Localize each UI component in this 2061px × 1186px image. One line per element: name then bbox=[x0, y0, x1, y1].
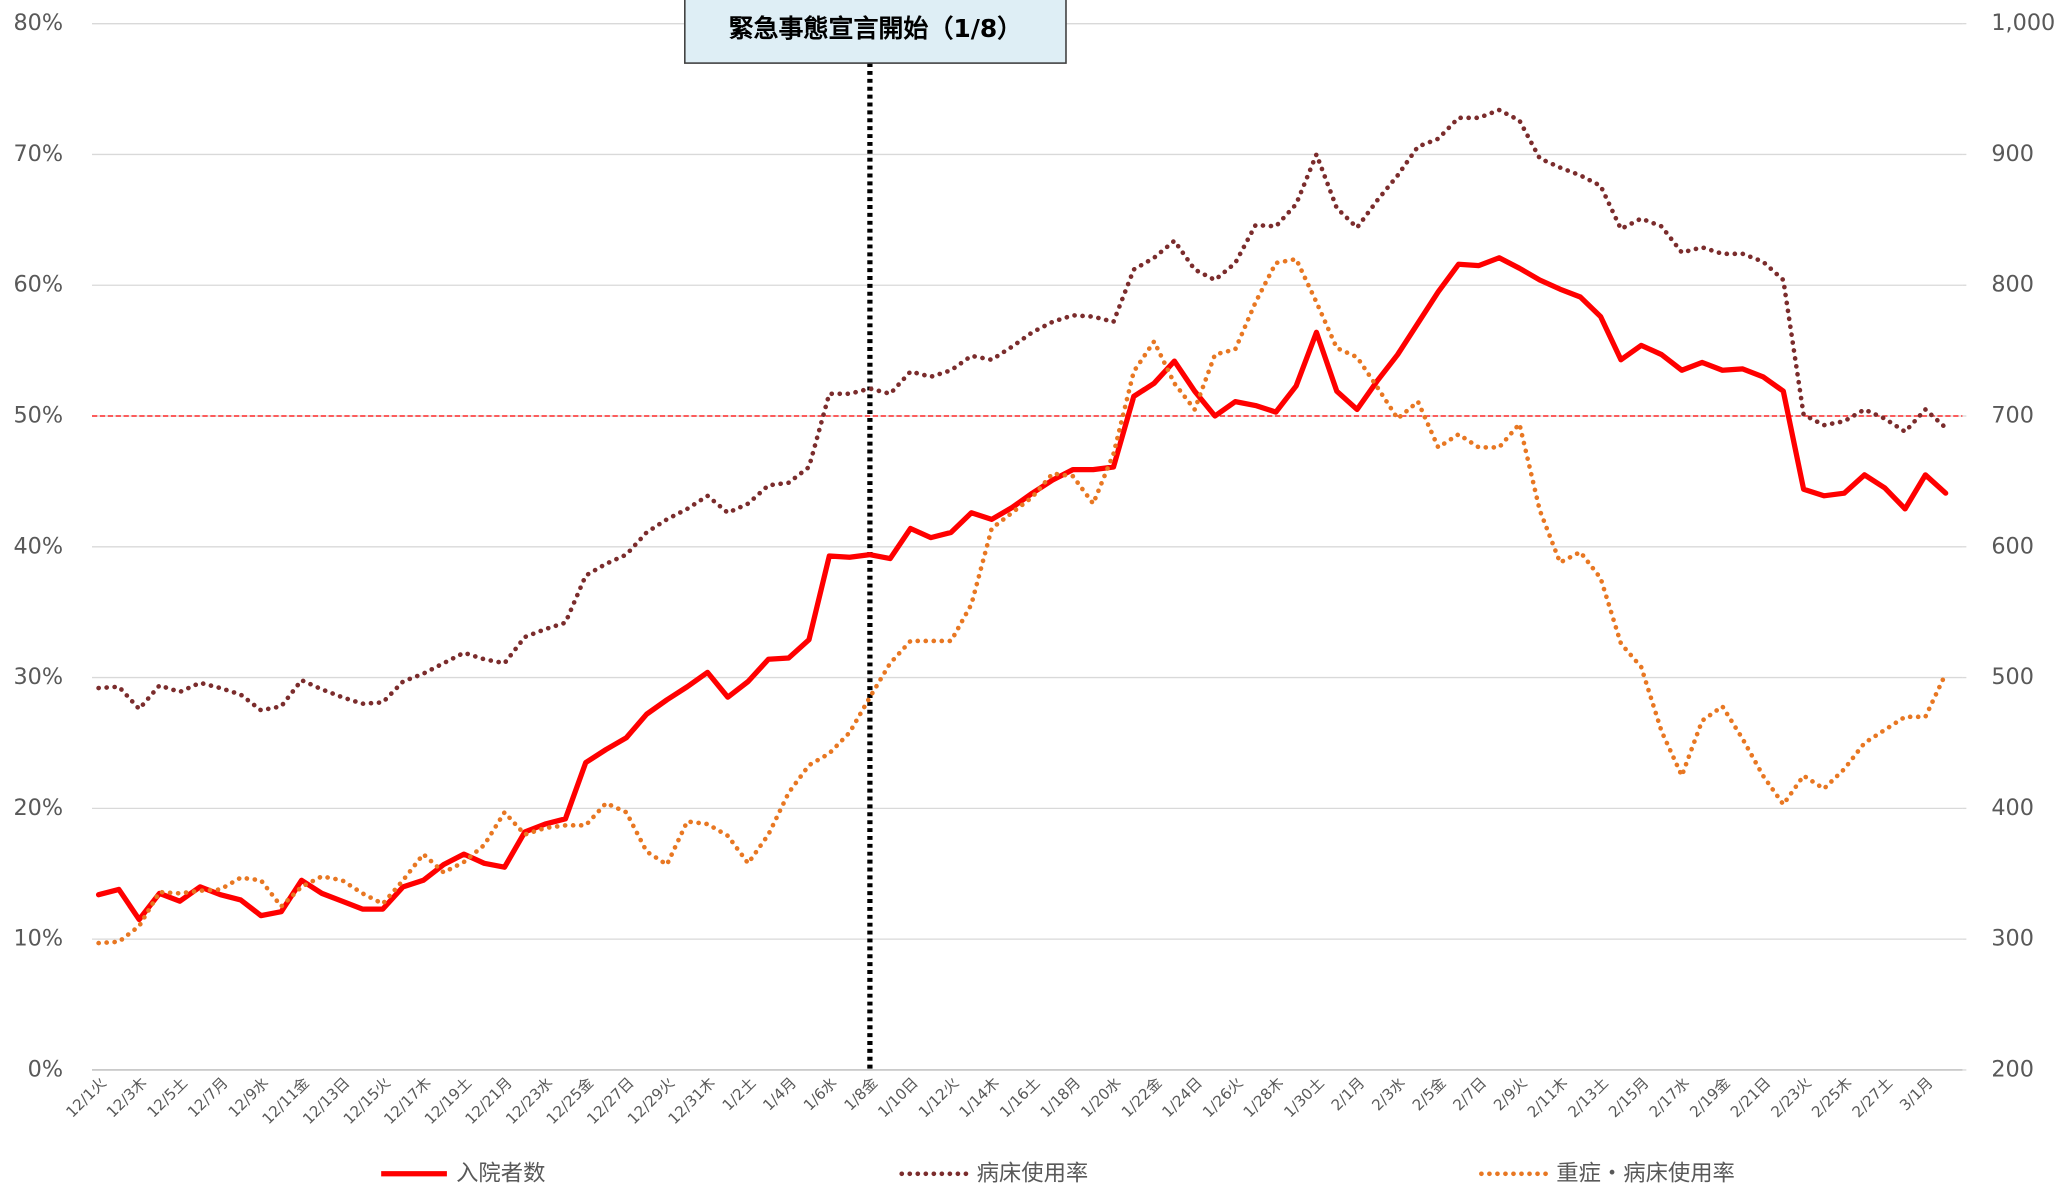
legend-label: 入院者数 bbox=[456, 1160, 545, 1186]
y2-tick-label: 500 bbox=[1991, 664, 2034, 690]
x-tick-label: 2/5金 bbox=[1409, 1074, 1450, 1115]
y2-tick-label: 200 bbox=[1991, 1056, 2034, 1082]
x-tick-label: 1/16土 bbox=[996, 1074, 1043, 1121]
x-tick-label: 1/24日 bbox=[1159, 1074, 1206, 1121]
y-tick-label: 80% bbox=[13, 10, 63, 36]
x-tick-label: 12/1火 bbox=[62, 1074, 109, 1121]
series-line bbox=[96, 256, 1948, 946]
x-tick-label: 1/6水 bbox=[800, 1074, 841, 1115]
x-tick-label: 1/22金 bbox=[1118, 1074, 1165, 1121]
y-tick-label: 0% bbox=[28, 1056, 63, 1082]
series-line bbox=[96, 107, 1948, 713]
x-tick-label: 1/20水 bbox=[1077, 1074, 1124, 1121]
annotation-text: 緊急事態宣言開始（1/8） bbox=[729, 14, 1023, 43]
x-tick-label: 1/2土 bbox=[719, 1074, 760, 1115]
x-tick-label: 2/23火 bbox=[1767, 1074, 1814, 1121]
legend-label: 重症・病床使用率 bbox=[1556, 1160, 1735, 1186]
y-tick-label: 40% bbox=[13, 533, 63, 559]
series-line bbox=[95, 255, 1949, 923]
x-tick-label: 3/1月 bbox=[1896, 1074, 1937, 1115]
y2-tick-label: 400 bbox=[1991, 795, 2034, 821]
x-tick-label: 1/30土 bbox=[1280, 1074, 1327, 1121]
y2-tick-label: 900 bbox=[1991, 141, 2034, 167]
y-tick-label: 10% bbox=[13, 926, 63, 952]
x-tick-label: 2/17水 bbox=[1646, 1074, 1693, 1121]
x-tick-label: 1/18月 bbox=[1037, 1074, 1084, 1121]
x-tick-label: 1/10日 bbox=[874, 1074, 921, 1121]
y-tick-label: 50% bbox=[13, 403, 63, 429]
x-tick-label: 1/14木 bbox=[956, 1074, 1003, 1121]
x-tick-label: 1/28木 bbox=[1240, 1074, 1287, 1121]
x-tick-label: 2/1月 bbox=[1328, 1074, 1369, 1115]
x-tick-label: 2/27土 bbox=[1849, 1074, 1896, 1121]
y-tick-label: 70% bbox=[13, 141, 63, 167]
x-tick-label: 2/19金 bbox=[1686, 1074, 1733, 1121]
y2-tick-label: 300 bbox=[1991, 926, 2034, 952]
x-tick-label: 2/21日 bbox=[1727, 1074, 1774, 1121]
x-tick-label: 2/15月 bbox=[1605, 1074, 1652, 1121]
x-tick-label: 12/7月 bbox=[184, 1074, 231, 1121]
x-tick-label: 1/4月 bbox=[759, 1074, 800, 1115]
y2-tick-label: 1,000 bbox=[1991, 10, 2055, 36]
y2-tick-label: 800 bbox=[1991, 272, 2034, 298]
annotation-box bbox=[684, 0, 1067, 64]
x-tick-label: 2/3水 bbox=[1368, 1074, 1409, 1115]
x-tick-label: 2/25木 bbox=[1808, 1074, 1855, 1121]
x-tick-label: 2/11木 bbox=[1524, 1074, 1571, 1121]
x-tick-label: 2/7日 bbox=[1449, 1074, 1490, 1115]
y2-tick-label: 600 bbox=[1991, 533, 2034, 559]
y-tick-label: 20% bbox=[13, 795, 63, 821]
x-tick-label: 1/12火 bbox=[915, 1074, 962, 1121]
legend-label: 病床使用率 bbox=[977, 1160, 1089, 1186]
x-tick-label: 2/13土 bbox=[1564, 1074, 1611, 1121]
y2-tick-label: 700 bbox=[1991, 403, 2034, 429]
x-tick-label: 1/26火 bbox=[1199, 1074, 1246, 1121]
y-tick-label: 30% bbox=[13, 664, 63, 690]
y-tick-label: 60% bbox=[13, 272, 63, 298]
x-tick-label: 12/5土 bbox=[144, 1074, 191, 1121]
x-tick-label: 12/3木 bbox=[103, 1074, 150, 1121]
